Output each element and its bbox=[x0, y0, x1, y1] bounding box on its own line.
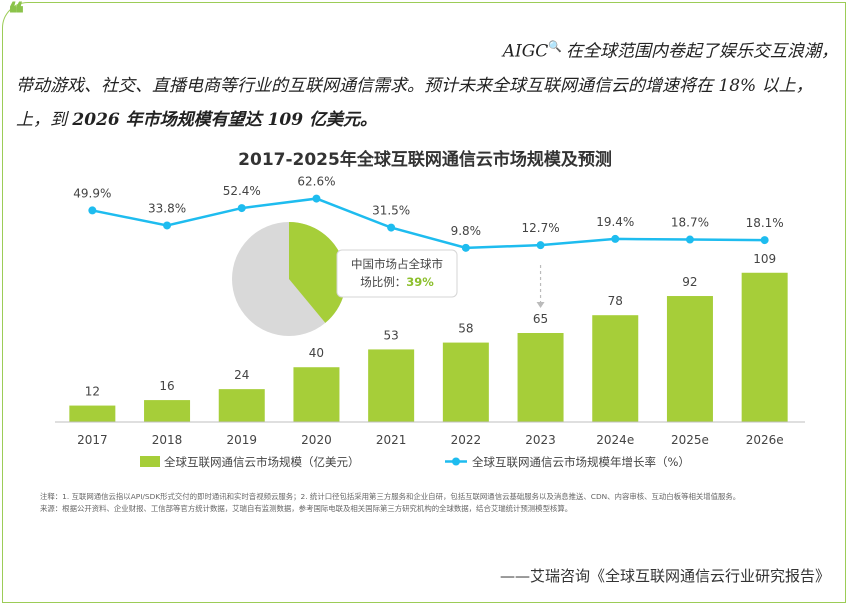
pie-label-box bbox=[336, 249, 458, 298]
intro-line-1-text: 在全球范围内卷起了娱乐交互浪潮， bbox=[566, 41, 838, 62]
legend-line-marker bbox=[452, 457, 460, 466]
pie-share-value: 39% bbox=[406, 275, 434, 289]
bar-2017 bbox=[69, 405, 116, 422]
chart-title: 2017-2025年全球互联网通信云市场规模及预测 bbox=[238, 149, 612, 170]
growth-point-2021 bbox=[387, 223, 396, 232]
chart-notes: 注释：1. 互联网通信云指以API/SDK形式交付的即时通讯和实时音视频云服务；… bbox=[40, 491, 815, 514]
source-attribution: ——艾瑞咨询《全球互联网通信云行业研究报告》 bbox=[499, 567, 830, 585]
x-tick-label: 2019 bbox=[226, 433, 257, 447]
growth-point-2026e bbox=[760, 236, 769, 245]
x-tick-label: 2017 bbox=[77, 433, 108, 447]
x-tick-label: 2022 bbox=[451, 433, 482, 447]
growth-value-label: 31.5% bbox=[372, 204, 410, 218]
bar-value-label: 40 bbox=[309, 346, 324, 360]
bar-2022 bbox=[442, 342, 489, 422]
growth-value-label: 62.6% bbox=[297, 175, 335, 189]
bar-2020 bbox=[293, 367, 340, 422]
bar-value-label: 78 bbox=[608, 294, 623, 308]
x-tick-label: 2018 bbox=[152, 433, 183, 447]
intro-line-3-bold: 2026 年市场规模有望达 109 亿美元。 bbox=[72, 109, 377, 130]
pie-label-line-2: 场比例：39% bbox=[360, 275, 434, 289]
pie-label-line-1: 中国市场占全球市 bbox=[351, 257, 443, 271]
bar-2024e bbox=[592, 315, 639, 422]
growth-value-label: 52.4% bbox=[223, 184, 261, 198]
bar-value-label: 24 bbox=[234, 368, 249, 382]
bar-value-label: 109 bbox=[753, 252, 776, 266]
growth-point-2025e bbox=[685, 235, 694, 244]
legend-bar-label: 全球互联网通信云市场规模（亿美元） bbox=[164, 455, 360, 469]
growth-point-2017 bbox=[88, 206, 97, 215]
growth-value-label: 49.9% bbox=[73, 186, 111, 200]
growth-point-2024e bbox=[611, 234, 620, 243]
growth-value-label: 19.4% bbox=[596, 215, 634, 229]
x-tick-label: 2023 bbox=[525, 433, 556, 447]
x-tick-label: 2024e bbox=[596, 433, 634, 447]
market-chart: 2017-2025年全球互联网通信云市场规模及预测 中国市场占全球市场比例：39… bbox=[55, 149, 805, 469]
intro-line-3-prefix: 上，到 bbox=[16, 109, 73, 130]
bar-value-label: 92 bbox=[682, 275, 697, 289]
bar-value-label: 65 bbox=[533, 312, 548, 326]
bar-value-label: 16 bbox=[159, 379, 174, 393]
intro-line-2: 带动游戏、社交、直播电商等行业的互联网通信需求。预计未来全球互联网通信云的增速将… bbox=[16, 75, 813, 96]
intro-line-3: 上，到 2026 年市场规模有望达 109 亿美元。 bbox=[16, 103, 838, 137]
legend-bar-swatch bbox=[140, 456, 160, 467]
growth-point-2023 bbox=[536, 241, 545, 250]
x-tick-label: 2020 bbox=[301, 433, 332, 447]
growth-value-label: 18.1% bbox=[746, 216, 784, 230]
growth-point-2020 bbox=[312, 194, 321, 203]
x-tick-label: 2025e bbox=[671, 433, 709, 447]
bar-2025e bbox=[666, 296, 713, 422]
notes-line-2: 来源：根据公开资料、企业财报、工信部等官方统计数据，艾瑞自有监测数据，参考国际电… bbox=[40, 503, 573, 513]
bar-value-label: 58 bbox=[458, 322, 473, 336]
growth-line bbox=[92, 197, 765, 250]
bar-value-label: 12 bbox=[85, 385, 100, 399]
growth-value-label: 18.7% bbox=[671, 216, 709, 230]
quote-mark-icon: ❝ bbox=[8, 0, 25, 32]
bar-2023 bbox=[517, 333, 564, 422]
growth-value-label: 33.8% bbox=[148, 201, 186, 215]
intro-paragraph: AIGC🔍 在全球范围内卷起了娱乐交互浪潮， 带动游戏、社交、直播电商等行业的互联… bbox=[16, 30, 838, 137]
x-tick-label: 2021 bbox=[376, 433, 407, 447]
notes-line-1: 注释：1. 互联网通信云指以API/SDK形式交付的即时通讯和实时音视频云服务；… bbox=[40, 492, 741, 501]
pie-china-slice bbox=[289, 222, 346, 323]
bar-2018 bbox=[144, 400, 191, 422]
bar-2026e bbox=[741, 272, 788, 422]
intro-line-1: AIGC🔍 在全球范围内卷起了娱乐交互浪潮， bbox=[16, 30, 838, 69]
bar-2019 bbox=[218, 389, 265, 422]
bar-value-label: 53 bbox=[384, 328, 399, 342]
growth-point-2018 bbox=[163, 221, 172, 230]
growth-value-label: 12.7% bbox=[521, 221, 559, 235]
magnifier-icon: 🔍 bbox=[548, 40, 562, 53]
legend-line-label: 全球互联网通信云市场规模年增长率（%） bbox=[472, 455, 690, 469]
growth-point-2019 bbox=[237, 204, 246, 213]
callout-arrow-head bbox=[536, 302, 545, 308]
bar-2021 bbox=[368, 349, 415, 422]
x-tick-label: 2026e bbox=[746, 433, 784, 447]
growth-value-label: 9.8% bbox=[451, 224, 482, 238]
growth-point-2022 bbox=[461, 243, 470, 252]
aigc-term: AIGC bbox=[502, 41, 549, 62]
